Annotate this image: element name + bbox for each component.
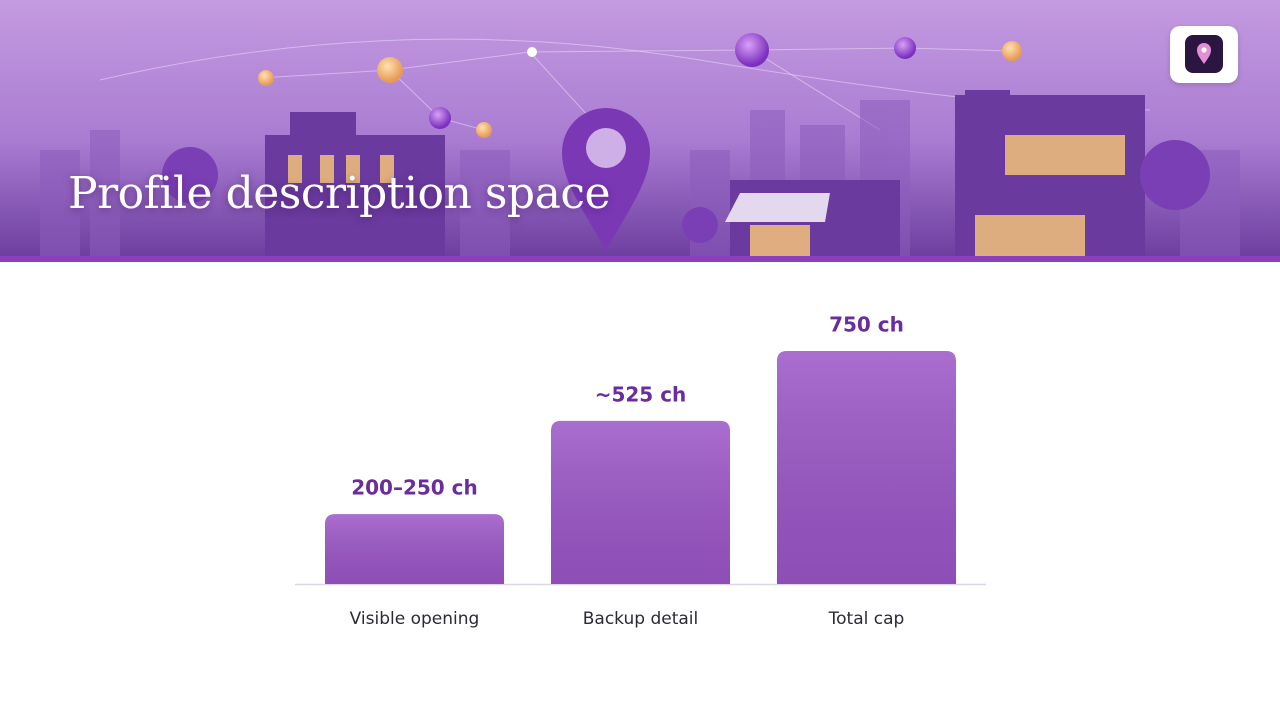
category-label: Total cap — [828, 609, 905, 629]
logo-icon — [1185, 35, 1223, 73]
value-label: 200–250 ch — [351, 476, 478, 500]
slide-title: Profile description space — [68, 168, 611, 219]
category-label: Backup detail — [583, 609, 699, 629]
value-label: ~525 ch — [595, 382, 687, 406]
app-logo — [1170, 26, 1238, 83]
chart: 200–250 ch Visible opening ~525 ch Backup d… — [295, 313, 986, 629]
category-label: Visible opening — [350, 609, 480, 629]
value-label: 750 ch — [829, 313, 904, 337]
banner — [0, 0, 1280, 262]
bar-shade — [777, 351, 956, 584]
bar-shade — [325, 514, 504, 584]
bar-shade — [551, 420, 730, 584]
